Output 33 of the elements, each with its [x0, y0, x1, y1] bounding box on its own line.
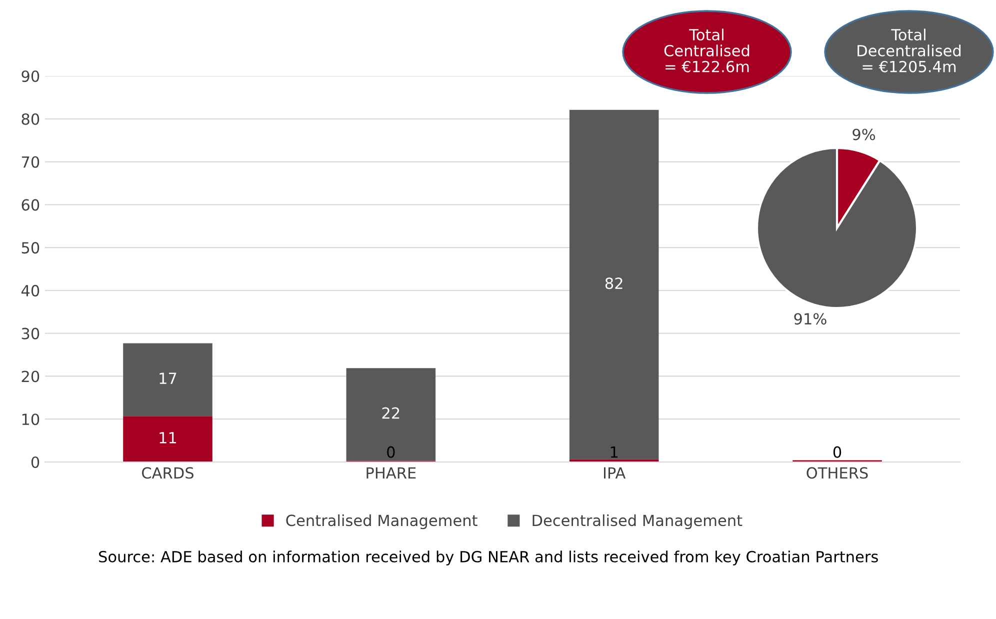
bar: [123, 343, 212, 416]
y-tick-label: 90: [22, 70, 40, 82]
y-tick-label: 70: [22, 156, 40, 168]
text: Total Centralised = €122.6m: [664, 28, 750, 72]
data-label: 9%: [852, 128, 876, 140]
y-tick-label: 60: [22, 199, 40, 211]
data-label: 0: [833, 446, 842, 458]
bar: [123, 416, 212, 462]
text: Total Decentralised = €1205.4m: [858, 28, 961, 72]
x-tick-label: OTHERS: [806, 467, 868, 479]
data-label: 91%: [794, 313, 826, 325]
y-tick-label: 10: [22, 414, 40, 426]
legend-label: Decentralised Management: [532, 514, 742, 530]
data-label: 82: [605, 278, 622, 290]
bar: [569, 110, 659, 460]
y-tick-label: 20: [22, 370, 40, 382]
data-label: 22: [382, 407, 400, 419]
x-tick-label: IPA: [604, 467, 626, 478]
data-label: 17: [160, 372, 176, 384]
bar: [346, 368, 436, 461]
y-tick-label: 40: [21, 284, 40, 296]
pie-slice: [756, 146, 918, 310]
y-tick-label: 50: [22, 242, 40, 254]
legend-label: Centralised Management: [286, 514, 478, 530]
data-label: 0: [387, 446, 395, 458]
y-tick-label: 80: [22, 113, 40, 125]
y-tick-label: 30: [22, 328, 40, 340]
source-note: Source: ADE based on information received by DG NEAR and lists received from key Croatian Partners: [99, 550, 878, 566]
x-tick-label: PHARE: [366, 467, 416, 478]
data-label: 11: [160, 432, 176, 444]
x-tick-label: CARDS: [142, 467, 194, 479]
y-tick-label: 0: [31, 456, 40, 468]
data-label: 1: [610, 446, 618, 458]
